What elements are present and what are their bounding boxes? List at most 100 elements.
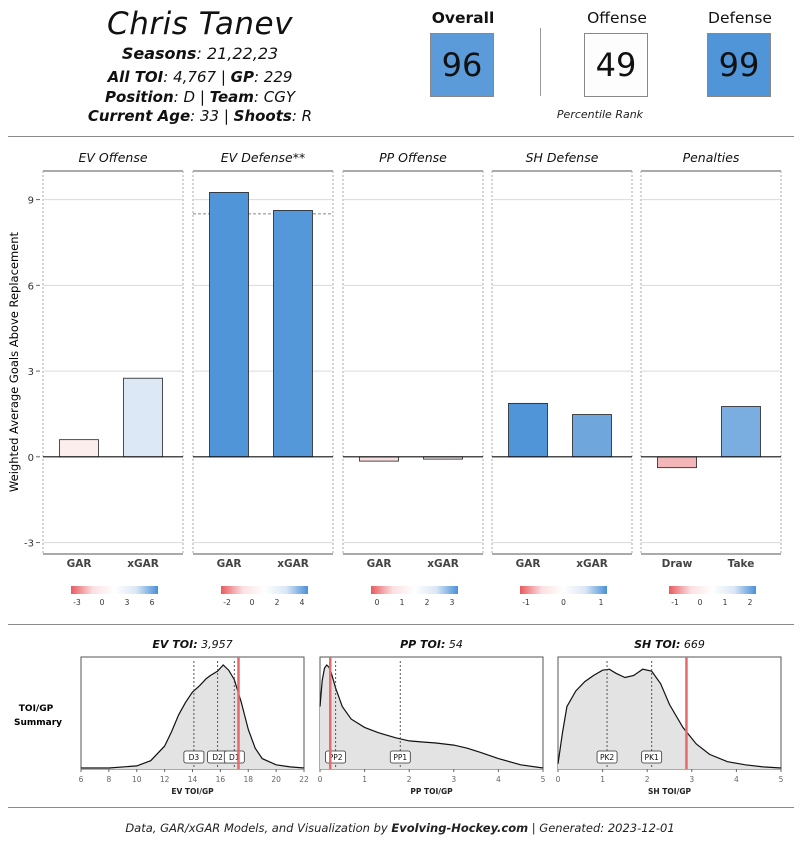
marker-label: PK2	[600, 753, 614, 762]
bar	[59, 439, 99, 458]
x-tick-label: xGAR	[127, 558, 159, 570]
legend-tick-label: 6	[150, 598, 155, 607]
toi-value: 4,767	[173, 68, 217, 86]
toi-panel-title: PP TOI: 54	[400, 638, 463, 651]
seasons-label: Seasons	[121, 44, 197, 63]
color-legend-bar	[371, 586, 458, 594]
x-tick-label: 5	[779, 775, 784, 784]
x-tick-label: 3	[451, 775, 456, 784]
bar	[508, 402, 548, 458]
color-legend-bar	[520, 586, 607, 594]
gp-value: 229	[263, 68, 293, 86]
x-tick-label: 1	[600, 775, 605, 784]
marker-label: PP1	[393, 753, 407, 762]
player-name: Chris Tanev	[107, 6, 293, 42]
percentile-caption: Percentile Rank	[556, 108, 644, 121]
x-tick-label: 20	[271, 775, 281, 784]
toi-title-value: 669	[680, 638, 705, 651]
marker-label: D1	[229, 753, 240, 762]
color-legend-bar	[221, 586, 308, 594]
header-divider	[8, 136, 794, 137]
marker-label: PK1	[645, 753, 659, 762]
x-tick-label: 1	[362, 775, 367, 784]
x-tick-label: 14	[188, 775, 198, 784]
x-tick-label: xGAR	[277, 558, 309, 570]
footer-divider	[8, 807, 794, 808]
toi-row-label-1: TOI/GP	[19, 704, 54, 714]
panel-title: Penalties	[683, 150, 740, 165]
x-tick-label: Take	[728, 558, 755, 570]
gp-label: GP	[230, 68, 254, 86]
x-axis-label: PP TOI/GP	[410, 787, 453, 796]
x-tick-label: GAR	[67, 558, 92, 570]
age-line: Current Age: 33 | Shoots: R	[87, 107, 313, 125]
age-label: Current Age	[87, 107, 191, 125]
gar-panel: Penalties Draw Take -1 0 1 2	[640, 150, 782, 607]
legend-tick-label: 1	[599, 598, 604, 607]
legend-tick-label: -1	[522, 598, 530, 607]
bar	[572, 414, 612, 458]
legend-tick-label: 1	[723, 598, 728, 607]
density-curve	[319, 664, 544, 769]
toi-title-value: 54	[445, 638, 463, 651]
footer-suffix: | Generated: 2023-12-01	[531, 821, 675, 835]
legend-tick-label: 3	[125, 598, 130, 607]
legend-tick-label: 1	[400, 598, 405, 607]
gar-chart: Weighted Average Goals Above Replacement…	[7, 150, 782, 607]
marker-label-box	[389, 750, 411, 764]
gar-panel: EV Defense** GAR xGAR -2 0 2 4	[192, 150, 334, 607]
x-tick-label: Draw	[662, 558, 693, 570]
x-tick-label: 12	[160, 775, 170, 784]
marker-label: PP2	[329, 753, 343, 762]
x-tick-label: 18	[243, 775, 253, 784]
team-label: Team	[209, 88, 254, 106]
gar-panel: PP Offense GAR xGAR 0 1 2 3	[342, 150, 484, 607]
defense-rank-box: 99	[707, 33, 771, 97]
position-line: Position: D | Team: CGY	[105, 88, 295, 106]
age-value: 33	[199, 107, 220, 125]
bar	[359, 456, 399, 462]
x-tick-label: GAR	[217, 558, 242, 570]
panel-title: EV Defense**	[221, 150, 305, 165]
x-tick-label: 0	[318, 775, 323, 784]
seasons-line: Seasons: 21,22,23	[121, 44, 279, 63]
legend-tick-label: 2	[425, 598, 430, 607]
legend-tick-label: 2	[748, 598, 753, 607]
marker-label: D3	[189, 753, 200, 762]
toi-label: All TOI	[107, 68, 164, 86]
bar	[123, 377, 163, 458]
toi-panel: SH TOI: 669 PK2 PK1 0 1 2 3 4 5 SH TOI/GP	[556, 638, 784, 796]
legend-tick-label: -2	[223, 598, 231, 607]
panel-title: EV Offense	[78, 150, 147, 165]
density-curve	[81, 664, 305, 769]
position-value: D	[183, 88, 196, 106]
legend-tick-label: 0	[375, 598, 380, 607]
toi-line: All TOI: 4,767 | GP: 229	[107, 68, 293, 86]
marker-label-box	[183, 750, 205, 764]
legend-tick-label: -3	[73, 598, 81, 607]
toi-title-label: EV TOI:	[152, 638, 197, 651]
density-curve	[557, 668, 782, 769]
bar	[657, 456, 697, 469]
panel-title: SH Defense	[526, 150, 599, 165]
x-tick-label: xGAR	[576, 558, 608, 570]
legend-tick-label: 2	[275, 598, 280, 607]
y-tick-label: -3	[24, 539, 34, 550]
y-tick-label: 9	[28, 196, 34, 207]
x-tick-label: 8	[106, 775, 111, 784]
legend-tick-label: 4	[300, 598, 305, 607]
legend-tick-label: 0	[698, 598, 703, 607]
toi-title-label: SH TOI:	[634, 638, 680, 651]
bar	[721, 406, 761, 458]
x-tick-label: GAR	[367, 558, 392, 570]
toi-row-label-2: Summary	[14, 718, 62, 728]
shoots-label: Shoots	[233, 107, 292, 125]
footer-brand: Evolving-Hockey.com	[391, 821, 529, 835]
x-tick-label: 22	[299, 775, 309, 784]
team-value: CGY	[263, 88, 295, 106]
x-tick-label: 2	[645, 775, 650, 784]
defense-label: Defense	[708, 9, 772, 27]
toi-title-value: 3,957	[198, 638, 233, 651]
panel-title: PP Offense	[379, 150, 447, 165]
